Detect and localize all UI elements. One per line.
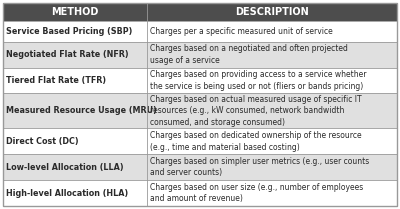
Text: High-level Allocation (HLA): High-level Allocation (HLA) [6, 189, 128, 198]
Bar [3, 22, 397, 42]
Text: Measured Resource Usage (MRU): Measured Resource Usage (MRU) [6, 106, 157, 115]
Bar [3, 180, 397, 206]
Bar [3, 154, 397, 180]
Text: Charges based on simpler user metrics (e.g., user counts
and server counts): Charges based on simpler user metrics (e… [150, 157, 369, 177]
Text: Charges based on user size (e.g., number of employees
and amount of revenue): Charges based on user size (e.g., number… [150, 183, 363, 203]
Text: Tiered Flat Rate (TFR): Tiered Flat Rate (TFR) [6, 76, 106, 85]
Bar [3, 3, 397, 22]
Text: Charges based on a negotiated and often projected
usage of a service: Charges based on a negotiated and often … [150, 45, 348, 65]
Text: Charges based on actual measured usage of specific IT
resources (e.g., kW consum: Charges based on actual measured usage o… [150, 95, 362, 127]
Bar [3, 129, 397, 154]
Text: Service Based Pricing (SBP): Service Based Pricing (SBP) [6, 27, 132, 36]
Text: Charges based on dedicated ownership of the resource
(e.g., time and material ba: Charges based on dedicated ownership of … [150, 131, 362, 152]
Bar [3, 42, 397, 68]
Text: Low-level Allocation (LLA): Low-level Allocation (LLA) [6, 163, 124, 172]
Text: Negotiated Flat Rate (NFR): Negotiated Flat Rate (NFR) [6, 50, 129, 59]
Text: METHOD: METHOD [51, 7, 98, 17]
Bar [3, 93, 397, 129]
Text: Charges based on providing access to a service whether
the service is being used: Charges based on providing access to a s… [150, 70, 366, 91]
Bar [3, 68, 397, 93]
Text: Charges per a specific measured unit of service: Charges per a specific measured unit of … [150, 27, 332, 36]
Text: Direct Cost (DC): Direct Cost (DC) [6, 137, 79, 146]
Text: DESCRIPTION: DESCRIPTION [235, 7, 309, 17]
